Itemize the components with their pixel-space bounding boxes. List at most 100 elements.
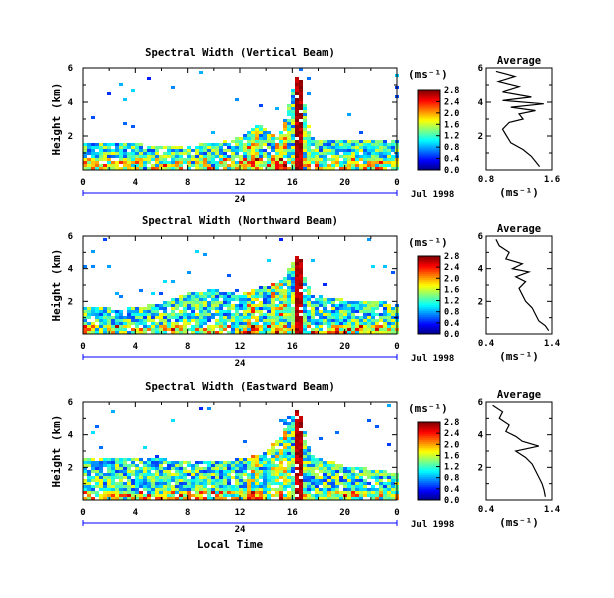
heatmap-cell [207,161,211,164]
chart-title: Spectral Width (Northward Beam) [142,215,338,227]
heatmap-cell [283,137,287,140]
heatmap-cell [299,497,303,500]
heatmap-cell [107,161,111,164]
heatmap-cell [231,158,235,161]
heatmap-cell [299,128,303,131]
heatmap-cell [103,331,107,334]
heatmap-cell [207,464,211,467]
heatmap-cell [175,155,179,158]
heatmap-cell [283,289,287,292]
heatmap-cell [191,328,195,331]
heatmap-cell [107,316,111,319]
heatmap-cell [167,161,171,164]
heatmap-cell [355,152,359,155]
heatmap-cell [327,328,331,331]
heatmap-cell [179,161,183,164]
heatmap-cell [267,470,271,473]
heatmap-cell [275,482,279,485]
heatmap-cell [147,77,151,80]
heatmap-cell [267,473,271,476]
heatmap-cell [391,479,395,482]
heatmap-cell [271,301,275,304]
colorbar-segment [418,437,440,441]
heatmap-cell [343,143,347,146]
heatmap-cell [267,140,271,143]
heatmap-cell [291,431,295,434]
colorbar-segment [418,156,440,159]
heatmap-cell [91,116,95,119]
heatmap-cell [263,331,267,334]
heatmap-cell [139,328,143,331]
heatmap-cell [279,473,283,476]
heatmap-cell [151,494,155,497]
heatmap-cell [299,470,303,473]
heatmap-cell [235,494,239,497]
heatmap-cell [271,316,275,319]
heatmap-cell [267,316,271,319]
heatmap-cell [283,125,287,128]
heatmap-cell [107,464,111,467]
heatmap-cell [251,301,255,304]
heatmap-cell [299,83,303,86]
heatmap-cell [111,467,115,470]
heatmap-cell [363,301,367,304]
heatmap-cell [163,473,167,476]
heatmap-cell [319,143,323,146]
heatmap-cell [215,164,219,167]
heatmap-cell [143,307,147,310]
heatmap-cell [391,143,395,146]
heatmap-cell [299,259,303,262]
heatmap-cell [379,167,383,170]
heatmap-cell [335,467,339,470]
heatmap-cell [263,467,267,470]
heatmap-cell [115,310,119,313]
heatmap-cell [235,140,239,143]
heatmap-cell [207,307,211,310]
heatmap-cell [263,455,267,458]
heatmap-cell [347,485,351,488]
colorbar-segment [418,148,440,151]
heatmap-cell [231,470,235,473]
heatmap-cell [331,149,335,152]
heatmap-cell [291,119,295,122]
heatmap-cell [179,325,183,328]
heatmap-cell [291,274,295,277]
heatmap-cell [251,494,255,497]
heatmap-cell [251,292,255,295]
heatmap-cell [127,473,131,476]
colorbar-segment [418,461,440,464]
heatmap-cell [343,467,347,470]
heatmap-cell [323,473,327,476]
heatmap-cell [291,295,295,298]
heatmap-cell [303,455,307,458]
heatmap-cell [227,473,231,476]
heatmap-cell [127,331,131,334]
heatmap-cell [339,310,343,313]
heatmap-cell [343,146,347,149]
heatmap-cell [239,488,243,491]
heatmap-cell [307,167,311,170]
heatmap-cell [247,155,251,158]
heatmap-cell [295,89,299,92]
heatmap-cell [119,491,123,494]
colorbar-tick-label: 0.0 [444,166,459,176]
heatmap-cell [279,470,283,473]
heatmap-cell [287,104,291,107]
heatmap-cell [223,485,227,488]
heatmap-cell [291,479,295,482]
heatmap-cell [263,494,267,497]
heatmap-cell [275,319,279,322]
heatmap-cell [95,479,99,482]
heatmap-cell [303,164,307,167]
heatmap-cell [351,164,355,167]
heatmap-cell [187,307,191,310]
heatmap-cell [279,449,283,452]
heatmap-cell [303,110,307,113]
heatmap-cell [303,146,307,149]
heatmap-cell [211,479,215,482]
heatmap-cell [155,149,159,152]
heatmap-cell [91,485,95,488]
heatmap-cell [91,467,95,470]
heatmap-cell [195,479,199,482]
average-profile-line [495,70,544,167]
